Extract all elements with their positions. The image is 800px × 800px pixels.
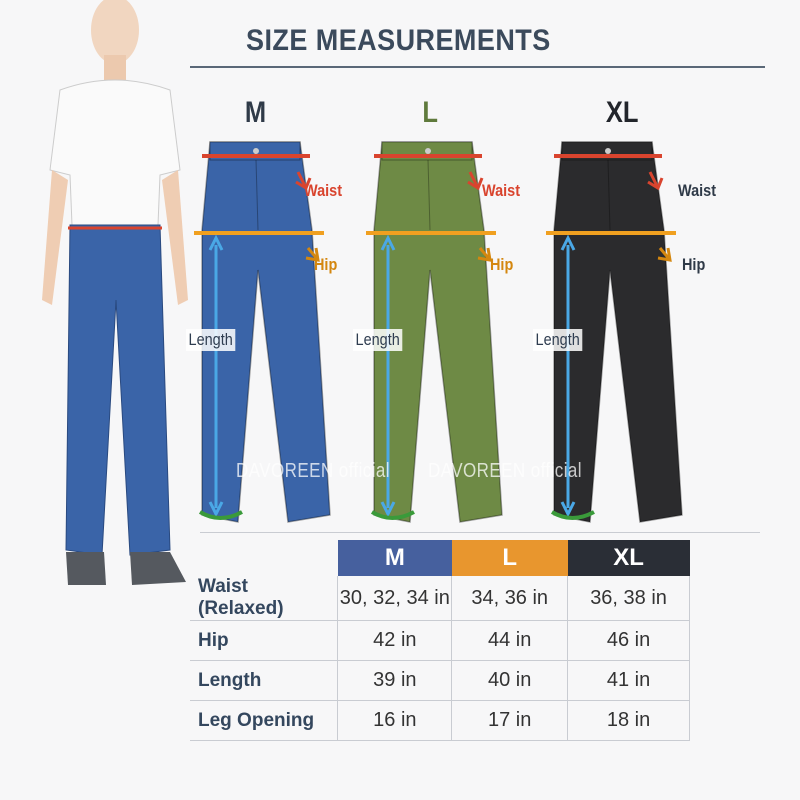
- length-label-xl: Length: [533, 329, 583, 351]
- header-blank: [190, 540, 338, 576]
- leg-opening-arrow: [370, 510, 415, 520]
- fly-seam: [427, 159, 431, 231]
- model-neck: [104, 55, 126, 85]
- row-label: Leg Opening: [190, 700, 339, 741]
- length-arrowheads: [208, 234, 224, 518]
- size-label-xl: XL: [605, 96, 639, 129]
- waist-pointer-icon: [295, 171, 312, 191]
- length-label-m: Length: [186, 329, 236, 351]
- table-cell: 40 in: [451, 660, 569, 701]
- model-figure: [42, 0, 188, 585]
- pants-xl: [546, 141, 683, 523]
- size-label-l: L: [422, 96, 438, 129]
- table-row: Length 39 in 40 in 41 in: [190, 660, 690, 701]
- header-xl: XL: [567, 540, 690, 576]
- header-m: M: [337, 540, 452, 576]
- header-l: L: [451, 540, 568, 576]
- leg-opening-arrow: [198, 510, 243, 520]
- hip-label-m: Hip: [314, 255, 338, 274]
- watermark: DAVOREEN official: [236, 460, 390, 482]
- table-divider: [200, 532, 760, 533]
- fly-seam: [607, 159, 611, 231]
- hip-pointer-icon: [657, 247, 672, 262]
- model-shoe-left: [66, 552, 106, 585]
- table-header-row: M L XL: [190, 540, 690, 576]
- size-table: M L XL Waist (Relaxed) 30, 32, 34 in 34, 3…: [190, 540, 690, 741]
- pants-m: [194, 141, 331, 523]
- waist-label-l: Waist: [482, 181, 521, 200]
- hip-pointer-icon: [305, 247, 320, 262]
- table-cell: 17 in: [451, 700, 569, 741]
- length-label-l: Length: [353, 329, 403, 351]
- size-label-m: M: [244, 96, 267, 129]
- length-arrowheads: [560, 234, 576, 518]
- leg-opening-arrow: [550, 510, 595, 520]
- model-head: [91, 0, 139, 64]
- table-row: Hip 42 in 44 in 46 in: [190, 620, 690, 661]
- table-cell: 44 in: [451, 620, 569, 661]
- model-arm-left: [42, 170, 68, 305]
- button-icon: [425, 148, 431, 154]
- table-row: Leg Opening 16 in 17 in 18 in: [190, 700, 690, 741]
- page-title: SIZE MEASUREMENTS: [246, 24, 551, 57]
- length-arrowheads: [380, 234, 396, 518]
- waist-pointer-icon: [647, 171, 664, 191]
- model-tshirt: [49, 79, 181, 226]
- table-cell: 46 in: [567, 620, 690, 661]
- watermark: DAVOREEN official: [428, 460, 582, 482]
- waist-label-m: Waist: [304, 181, 343, 200]
- button-icon: [253, 148, 259, 154]
- hip-label-l: Hip: [490, 255, 514, 274]
- waist-pointer-icon: [467, 171, 484, 191]
- hip-label-xl: Hip: [682, 255, 706, 274]
- fly-seam: [255, 159, 259, 231]
- table-cell: 18 in: [567, 700, 690, 741]
- row-label: Length: [190, 660, 339, 701]
- table-cell: 39 in: [337, 660, 453, 701]
- waist-label-xl: Waist: [678, 181, 717, 200]
- row-label: Waist (Relaxed): [190, 576, 339, 621]
- table-cell: 42 in: [337, 620, 453, 661]
- pants-l: [366, 141, 503, 523]
- title-divider: [190, 66, 765, 68]
- model-arm-right: [162, 170, 188, 305]
- model-jeans: [65, 224, 171, 556]
- button-icon: [605, 148, 611, 154]
- hip-pointer-icon: [477, 247, 492, 262]
- table-cell: 34, 36 in: [451, 576, 569, 621]
- table-cell: 36, 38 in: [567, 576, 690, 621]
- table-cell: 16 in: [337, 700, 453, 741]
- row-label: Hip: [190, 620, 339, 661]
- model-shoe-right: [130, 552, 186, 585]
- table-row: Waist (Relaxed) 30, 32, 34 in 34, 36 in 36,…: [190, 576, 690, 621]
- table-cell: 30, 32, 34 in: [337, 576, 453, 621]
- table-cell: 41 in: [567, 660, 690, 701]
